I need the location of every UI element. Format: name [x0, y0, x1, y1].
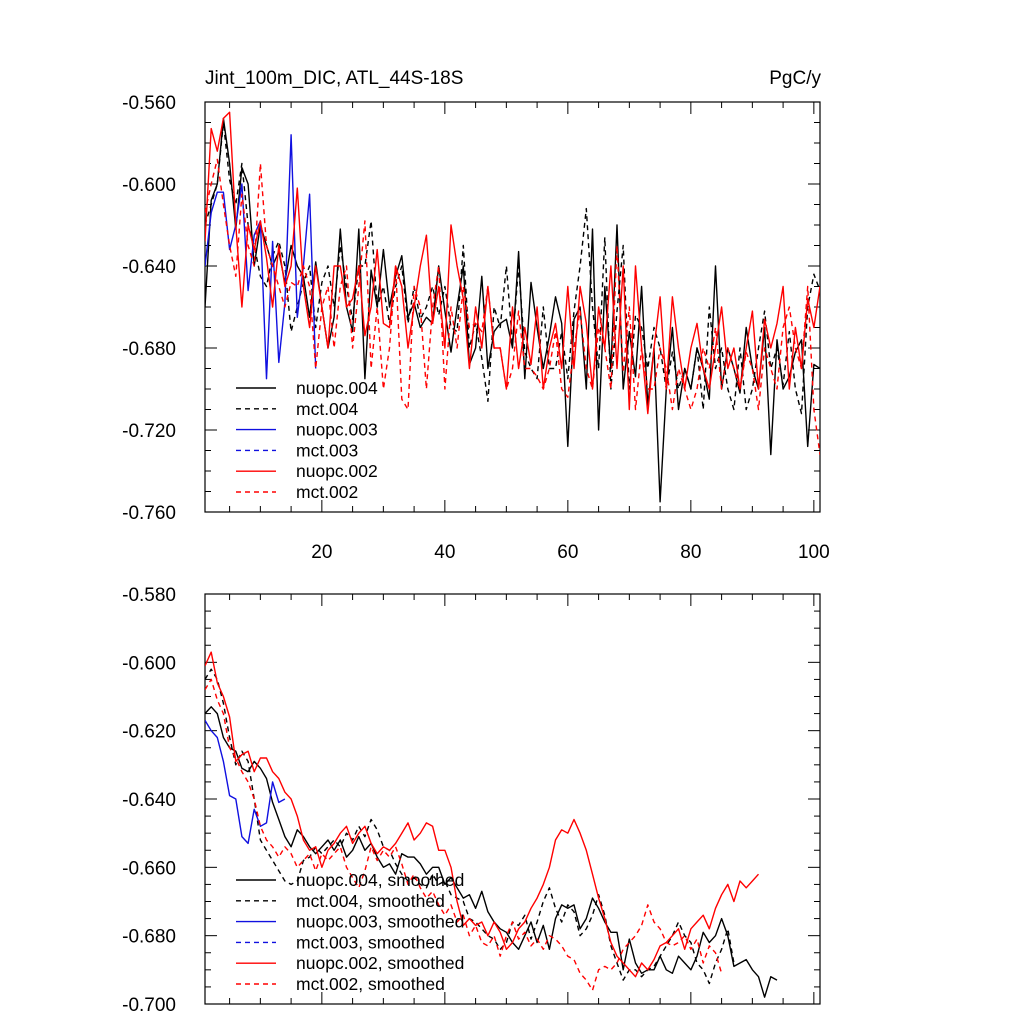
y-tick-label: -0.760 [122, 503, 176, 524]
chart-bottom: -0.580 -0.600 -0.620 -0.640 -0.660 -0.680 -0.7… [122, 585, 821, 1016]
legend-label: mct.003 [296, 440, 358, 460]
legend-label: mct.004, smoothed [296, 891, 445, 911]
legend-label: nuopc.003, smoothed [296, 912, 464, 932]
chart-top: Jint_100m_DIC, ATL_44S-18S PgC/y -0.560-… [122, 68, 830, 563]
chart-units: PgC/y [769, 68, 821, 89]
y-tick-label: -0.700 [122, 995, 176, 1016]
series-line-nuopc-004-smoothed [205, 706, 778, 998]
legend-label: nuopc.002, smoothed [296, 953, 464, 973]
chart-title: Jint_100m_DIC, ATL_44S-18S [205, 68, 463, 89]
y-tick-label: -0.560 [122, 93, 176, 114]
legend-label: mct.002 [296, 482, 358, 502]
x-tick-label: 60 [557, 542, 578, 563]
y-tick-label: -0.660 [122, 858, 176, 879]
legend-label: mct.003, smoothed [296, 932, 445, 952]
x-tick-label: 80 [680, 542, 701, 563]
series-line-nuopc-002 [205, 111, 820, 415]
legend-label: mct.002, smoothed [296, 974, 445, 994]
series-line-nuopc-004 [205, 117, 820, 503]
legend-label: mct.004 [296, 399, 359, 419]
y-tick-label: -0.600 [122, 175, 176, 196]
x-tick-label: 20 [311, 542, 332, 563]
y-tick-label: -0.580 [122, 585, 176, 606]
plot-area-top: -0.560 -0.600 -0.640 -0.680 -0.720 -0.760 20 40… [122, 93, 830, 563]
plot-area-bottom: -0.580 -0.600 -0.620 -0.640 -0.660 -0.680 -0.7… [122, 585, 821, 1016]
legend-label: nuopc.003 [296, 420, 378, 440]
x-tick-label: 100 [798, 542, 830, 563]
y-tick-label: -0.620 [122, 722, 176, 743]
y-tick-label: -0.680 [122, 927, 176, 948]
y-tick-label: -0.720 [122, 421, 176, 442]
y-tick-label: -0.640 [122, 257, 176, 278]
legend-label: nuopc.004 [296, 378, 378, 398]
y-tick-label: -0.680 [122, 339, 176, 360]
legend-label: nuopc.002 [296, 461, 378, 481]
y-tick-label: -0.600 [122, 653, 176, 674]
x-tick-label: 40 [434, 542, 455, 563]
y-tick-label: -0.640 [122, 790, 176, 811]
series-line-mct-002 [205, 158, 820, 455]
series-line-mct-002-smoothed [205, 678, 723, 991]
legend-label: nuopc.004, smoothed [296, 870, 464, 890]
series-line-nuopc-003-smoothed [205, 720, 286, 845]
